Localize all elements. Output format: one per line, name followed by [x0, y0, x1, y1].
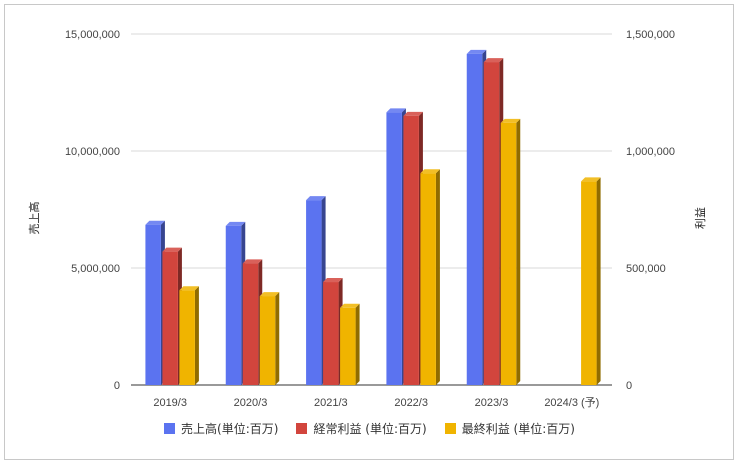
bar-top — [225, 221, 246, 226]
bar-top — [323, 278, 343, 283]
x-tick-label: 2021/3 — [314, 397, 348, 409]
bar — [306, 196, 326, 385]
x-tick-label: 2023/3 — [475, 397, 509, 409]
bar-top — [242, 259, 263, 264]
bar-face — [162, 251, 178, 385]
legend: 売上高(単位:百万) 経常利益 (単位:百万) 最終利益 (単位:百万) — [0, 420, 739, 437]
right-tick-label: 500,000 — [626, 263, 666, 275]
bar-top — [386, 108, 406, 113]
chart-frame — [4, 4, 734, 460]
bar-face — [242, 263, 259, 385]
bar-top — [500, 118, 521, 123]
bar-layer — [145, 49, 601, 386]
bar-side — [194, 286, 199, 385]
bar-top — [179, 286, 199, 291]
bar — [420, 169, 440, 385]
x-tick-label: 2019/3 — [153, 397, 187, 409]
left-tick-label: 15,000,000 — [65, 29, 120, 41]
bar — [145, 220, 165, 385]
bar-side — [355, 303, 360, 385]
bar-top — [340, 303, 360, 308]
bar — [483, 58, 504, 386]
bar — [179, 286, 199, 385]
bar-face — [145, 224, 161, 385]
bar — [162, 247, 182, 385]
grid-layer — [131, 33, 612, 386]
bar — [386, 108, 406, 385]
bar-top — [483, 58, 504, 63]
bar-face — [340, 307, 356, 385]
right-tick-label: 1,500,000 — [626, 29, 675, 41]
x-tick-label: 2020/3 — [234, 397, 268, 409]
legend-label: 最終利益 (単位:百万) — [461, 422, 575, 436]
bar — [403, 111, 423, 386]
bar-face — [500, 122, 517, 386]
left-tick-label: 10,000,000 — [65, 146, 120, 158]
bar-top — [581, 177, 601, 182]
legend-swatch — [164, 423, 176, 434]
bar — [225, 221, 246, 385]
right-axis-title: 利益 — [693, 207, 707, 229]
bar-side — [435, 169, 440, 385]
bar-top — [420, 169, 440, 174]
bar-face — [581, 181, 597, 385]
bar — [242, 259, 263, 385]
bar-face — [466, 53, 483, 385]
bar-top — [162, 247, 182, 252]
legend-item: 最終利益 (単位:百万) — [444, 420, 575, 437]
left-axis-title: 売上高 — [27, 202, 41, 235]
bar-face — [179, 290, 195, 385]
bar-side — [275, 292, 280, 385]
legend-label: 経常利益 (単位:百万) — [313, 422, 427, 436]
right-tick-label: 0 — [626, 380, 632, 392]
right-tick-label: 1,000,000 — [626, 146, 675, 158]
x-tick-label: 2024/3 (予) — [544, 396, 599, 409]
bar-face — [420, 173, 436, 385]
bar-top — [145, 220, 165, 225]
legend-swatch — [444, 423, 456, 434]
legend-swatch — [296, 423, 308, 434]
bar-face — [225, 225, 242, 385]
left-tick-label: 5,000,000 — [71, 263, 120, 275]
bar-side — [516, 118, 521, 386]
axis-layer: 0 0 5,000,000 500,000 10,000,000 1,000,000 15,… — [65, 29, 675, 409]
bar — [466, 49, 487, 385]
bar-face — [259, 296, 276, 385]
bar-face — [323, 282, 339, 385]
legend-item: 経常利益 (単位:百万) — [296, 420, 427, 437]
bar — [581, 177, 601, 385]
legend-item: 売上高(単位:百万) — [164, 420, 278, 437]
bar-top — [259, 292, 280, 297]
bar-top — [306, 196, 326, 201]
bar — [259, 292, 280, 385]
bar — [500, 118, 521, 386]
bar-face — [386, 112, 402, 385]
bar — [340, 303, 360, 385]
bar-side — [596, 177, 601, 385]
bar-face — [483, 62, 500, 386]
legend-label: 売上高(単位:百万) — [181, 422, 279, 436]
bar-face — [403, 115, 419, 386]
bar-top — [403, 111, 423, 116]
x-tick-label: 2022/3 — [394, 397, 428, 409]
bar-top — [466, 49, 487, 54]
left-tick-label: 0 — [114, 380, 120, 392]
bar — [323, 278, 343, 385]
bar-face — [306, 200, 322, 385]
